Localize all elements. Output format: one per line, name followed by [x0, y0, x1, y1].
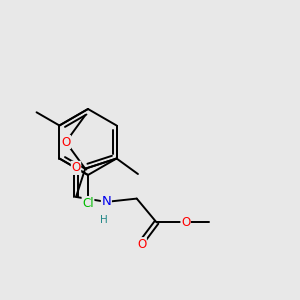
Text: O: O: [61, 136, 70, 148]
Text: O: O: [181, 216, 190, 229]
Text: O: O: [71, 161, 81, 174]
Text: O: O: [137, 238, 146, 251]
Text: N: N: [101, 195, 111, 208]
Text: H: H: [100, 215, 107, 225]
Text: Cl: Cl: [82, 196, 94, 209]
